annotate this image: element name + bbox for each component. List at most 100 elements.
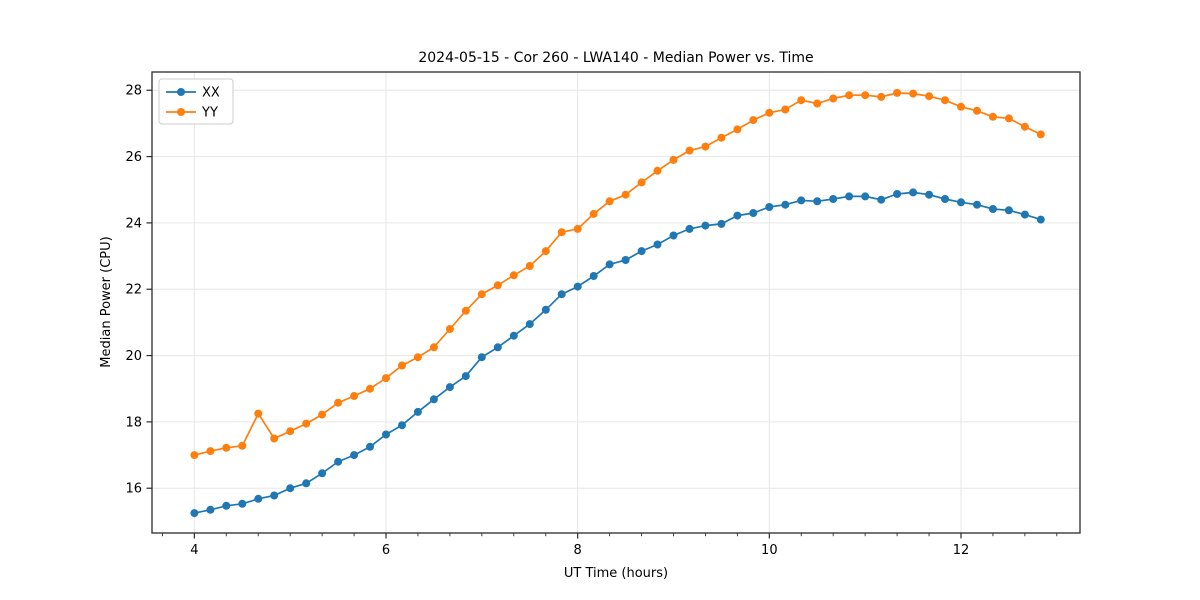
data-point: [909, 89, 918, 98]
data-point: [925, 190, 934, 199]
series-line: [194, 92, 1042, 456]
data-point: [206, 447, 215, 456]
data-point: [429, 395, 438, 404]
data-point: [1036, 215, 1045, 224]
data-point: [541, 305, 550, 314]
data-point: [717, 133, 726, 142]
legend-marker: [177, 88, 185, 96]
data-point: [493, 343, 502, 352]
data-point: [190, 451, 199, 460]
data-point: [477, 353, 486, 362]
data-point: [909, 188, 918, 197]
tick-labels: 4 6 8 10 12 16 18 20 22 24 26 28: [125, 84, 969, 558]
data-point: [941, 96, 949, 105]
data-point: [461, 306, 470, 315]
y-tick-label: 28: [125, 84, 142, 99]
data-point: [957, 198, 965, 207]
data-point: [685, 224, 694, 233]
data-point: [701, 142, 710, 151]
x-axis-label: UT Time (hours): [564, 566, 668, 581]
data-point: [877, 195, 886, 204]
y-tick-label: 26: [125, 150, 142, 165]
data-point: [509, 271, 518, 280]
data-point: [637, 247, 646, 256]
data-point: [254, 494, 263, 503]
y-tick-label: 24: [125, 216, 142, 231]
data-point: [382, 430, 390, 439]
data-point: [653, 240, 662, 249]
data-point: [334, 457, 343, 466]
x-tick-label: 6: [382, 543, 390, 558]
data-point: [493, 281, 502, 290]
data-point: [190, 509, 199, 518]
data-point: [429, 343, 438, 352]
data-point: [334, 398, 343, 407]
data-point: [765, 203, 774, 211]
data-point: [525, 262, 534, 270]
data-point: [366, 442, 374, 451]
x-tick-label: 8: [574, 543, 582, 558]
data-point: [445, 383, 454, 392]
data-point: [1020, 122, 1029, 131]
data-point: [988, 112, 997, 121]
data-point: [797, 96, 806, 105]
data-point: [477, 290, 486, 299]
legend-marker: [177, 108, 185, 116]
data-point: [445, 325, 454, 333]
data-point: [270, 434, 279, 443]
data-point: [797, 196, 806, 205]
data-point: [318, 410, 327, 419]
data-point: [605, 197, 614, 206]
data-point: [829, 94, 838, 103]
data-point: [366, 384, 374, 393]
data-point: [685, 146, 694, 155]
data-point: [238, 499, 247, 508]
data-point: [733, 125, 742, 134]
data-point: [398, 361, 406, 370]
gridlines: [152, 72, 1080, 533]
data-point: [461, 372, 470, 381]
data-point: [302, 479, 311, 488]
data-point: [621, 256, 630, 264]
data-point: [877, 92, 886, 101]
data-point: [573, 224, 582, 233]
legend: XX YY: [158, 78, 234, 125]
data-point: [749, 116, 758, 125]
series-line: [194, 191, 1042, 514]
data-point: [733, 211, 742, 220]
series-YY: [190, 88, 1045, 460]
data-point: [893, 190, 902, 198]
data-point: [669, 231, 678, 240]
data-point: [893, 88, 902, 97]
data-point: [861, 91, 870, 100]
data-point: [1004, 114, 1013, 123]
legend-box: [158, 78, 234, 125]
data-point: [781, 200, 790, 209]
x-tick-label: 12: [953, 543, 970, 558]
data-point: [813, 99, 822, 108]
chart-title: 2024-05-15 - Cor 260 - LWA140 - Median P…: [418, 50, 813, 66]
data-point: [605, 260, 614, 269]
data-point: [286, 427, 295, 436]
data-point: [749, 209, 758, 217]
data-point: [206, 505, 215, 514]
y-tick-label: 20: [125, 349, 142, 364]
data-point: [413, 407, 422, 416]
y-axis-label: Median Power (CPU): [99, 236, 114, 367]
data-point: [318, 469, 327, 478]
y-tick-label: 16: [125, 482, 142, 497]
data-point: [1004, 206, 1013, 215]
data-point: [829, 195, 838, 203]
data-point: [925, 92, 934, 101]
data-point: [350, 392, 359, 400]
data-point: [413, 353, 422, 362]
data-point: [861, 192, 870, 201]
legend-label-XX: XX: [202, 86, 220, 101]
data-series: [190, 88, 1045, 518]
data-point: [781, 105, 790, 114]
data-point: [238, 441, 247, 450]
data-point: [589, 272, 598, 280]
data-point: [988, 205, 997, 213]
